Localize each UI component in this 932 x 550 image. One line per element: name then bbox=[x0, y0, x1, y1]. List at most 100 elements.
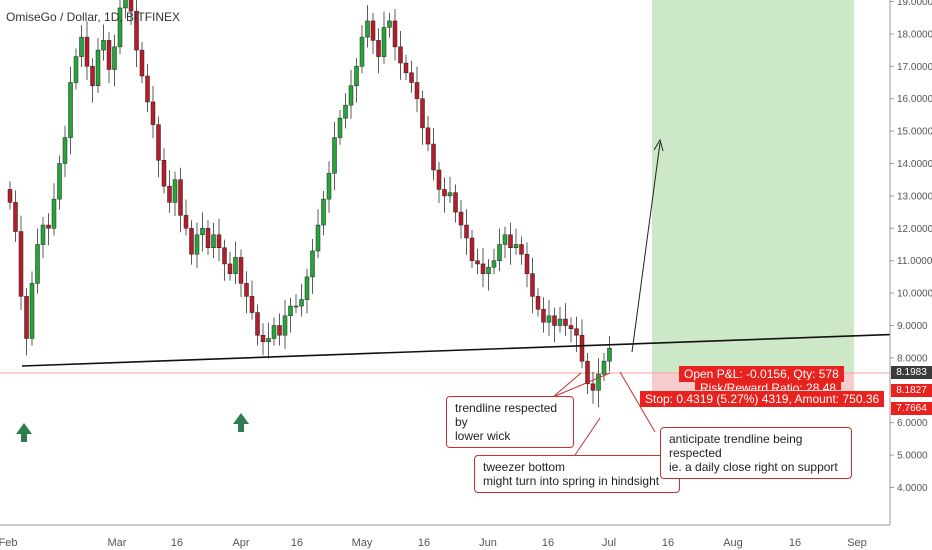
candle-body bbox=[282, 315, 288, 336]
candle-body bbox=[222, 247, 227, 265]
candle-body bbox=[497, 244, 502, 261]
candle-body bbox=[491, 260, 497, 268]
x-tick-label: Aug bbox=[723, 537, 743, 549]
x-tick-label: 16 bbox=[291, 537, 303, 549]
candle-body bbox=[7, 189, 13, 203]
candle-body bbox=[447, 192, 453, 197]
time-axis[interactable]: Feb Mar 16 Apr 16 May 16 Jun 16 Jul 16 Aug 16 Sep bbox=[0, 537, 867, 549]
candle-body bbox=[420, 98, 425, 129]
candle-body bbox=[552, 315, 557, 326]
candle-body bbox=[194, 234, 200, 255]
candle-body bbox=[365, 20, 370, 38]
candle-body bbox=[475, 260, 480, 265]
x-tick-label: 16 bbox=[662, 537, 674, 549]
annotation-trendline-wick[interactable]: trendline respected by lower wick bbox=[446, 396, 574, 448]
risk-reward-badge[interactable]: Risk/Reward Ratio: 28.48 bbox=[695, 380, 842, 390]
candle-body bbox=[337, 117, 343, 138]
annotation-tweezer-bottom[interactable]: tweezer bottom might turn into spring in… bbox=[474, 455, 680, 493]
candle-body bbox=[568, 325, 574, 329]
candle-body bbox=[585, 360, 590, 385]
x-tick-label: Sep bbox=[847, 537, 867, 549]
y-tick-label: 15.0000 bbox=[897, 127, 932, 138]
x-tick-label: Apr bbox=[232, 537, 249, 549]
candle-body bbox=[436, 169, 442, 190]
candle-body bbox=[392, 20, 398, 48]
wick-arrows bbox=[16, 413, 249, 442]
candle-body bbox=[304, 276, 310, 300]
candle-body bbox=[24, 296, 29, 339]
candle-body bbox=[205, 228, 211, 248]
candle-body bbox=[431, 143, 436, 171]
candle-body bbox=[535, 296, 541, 310]
candle-body bbox=[370, 20, 376, 41]
annotation-anticipate[interactable]: anticipate trendline being respected ie.… bbox=[660, 427, 852, 479]
x-tick-label: Mar bbox=[108, 537, 127, 549]
candle-body bbox=[315, 224, 321, 252]
candle-body bbox=[156, 124, 161, 161]
candle-body bbox=[387, 20, 392, 28]
candle-body bbox=[117, 7, 123, 48]
candle-body bbox=[13, 202, 18, 232]
x-tick-label: 16 bbox=[542, 537, 554, 549]
candle-body bbox=[271, 325, 277, 339]
x-tick-label: May bbox=[352, 537, 373, 549]
candle-body bbox=[486, 266, 491, 274]
candle-body bbox=[293, 305, 299, 308]
candle-body bbox=[409, 72, 414, 83]
candle-body bbox=[123, 0, 128, 9]
candle-body bbox=[590, 383, 596, 391]
x-tick-label: Jun bbox=[479, 537, 497, 549]
x-tick-label: 16 bbox=[789, 537, 801, 549]
candle-body bbox=[106, 40, 112, 70]
candle-body bbox=[348, 85, 354, 106]
candle-body bbox=[464, 224, 469, 239]
y-tick-label: 19.0000 bbox=[897, 0, 932, 8]
candle-body bbox=[244, 283, 249, 297]
candle-body bbox=[260, 334, 266, 342]
candle-body bbox=[508, 234, 513, 248]
y-tick-label: 14.0000 bbox=[897, 159, 932, 170]
candle-body bbox=[596, 373, 601, 391]
chart-title: OmiseGo / Dollar, 1D, BITFINEX bbox=[6, 10, 181, 24]
candle-body bbox=[238, 257, 244, 284]
y-tick-label: 10.0000 bbox=[897, 289, 932, 300]
up-arrow-icon bbox=[16, 423, 32, 442]
candle-body bbox=[167, 185, 172, 203]
x-tick-label: 16 bbox=[171, 537, 183, 549]
x-tick-label: Feb bbox=[0, 537, 17, 549]
candle-body bbox=[414, 82, 420, 99]
price-axis[interactable]: 4.00005.00006.00007.00008.00009.000010.0… bbox=[890, 0, 932, 494]
candle-body bbox=[469, 237, 475, 261]
candle-body bbox=[530, 273, 535, 297]
up-arrow-icon bbox=[233, 413, 249, 432]
stop-price-tag: 7.7664 bbox=[891, 402, 932, 415]
y-tick-label: 8.0000 bbox=[897, 353, 928, 364]
target-zone[interactable] bbox=[652, 0, 854, 372]
candle-body bbox=[95, 49, 101, 86]
annotation-pointers bbox=[552, 371, 656, 456]
candle-body bbox=[178, 179, 183, 216]
candle-body bbox=[249, 296, 255, 313]
candle-body bbox=[546, 315, 552, 323]
candle-body bbox=[519, 244, 524, 255]
y-tick-label: 4.0000 bbox=[897, 483, 928, 494]
candle-body bbox=[607, 347, 612, 362]
candle-body bbox=[442, 189, 447, 197]
candle-body bbox=[51, 198, 57, 229]
y-tick-label: 5.0000 bbox=[897, 451, 928, 462]
trendline[interactable] bbox=[21, 333, 891, 367]
candle-body bbox=[359, 36, 365, 67]
projection-arrow[interactable] bbox=[631, 142, 661, 353]
candle-body bbox=[216, 234, 222, 248]
candle-body bbox=[18, 231, 24, 297]
open-pl-badge[interactable]: Open P&L: -0.0156, Qty: 578 bbox=[679, 366, 844, 382]
x-tick-label: Jul bbox=[602, 537, 616, 549]
candle-body bbox=[579, 334, 585, 362]
candle-body bbox=[425, 127, 431, 145]
stop-badge[interactable]: Stop: 0.4319 (5.27%) 4319, Amount: 750.3… bbox=[640, 391, 885, 407]
candle-body bbox=[35, 244, 40, 284]
candle-body bbox=[403, 62, 409, 74]
candle-body bbox=[227, 263, 233, 274]
candle-body bbox=[299, 299, 304, 307]
